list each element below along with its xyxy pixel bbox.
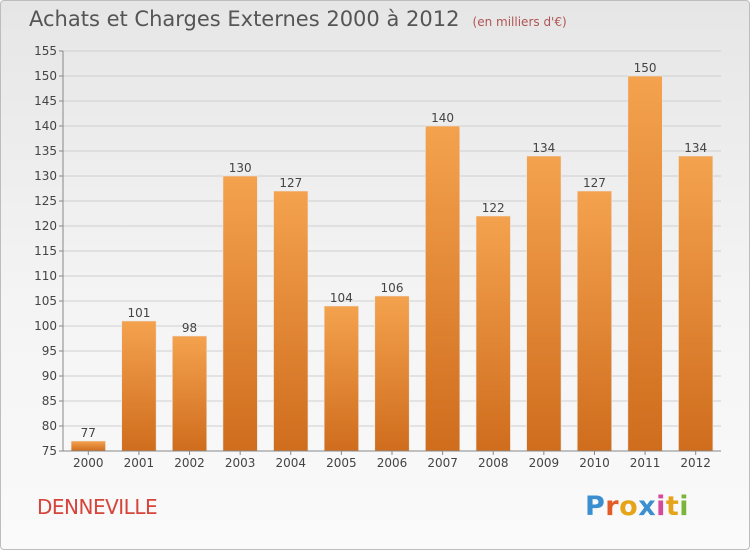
x-tick-label: 2005 (326, 456, 357, 470)
data-label: 106 (381, 281, 404, 295)
y-tick-label: 95 (42, 344, 57, 358)
x-tick-label: 2007 (427, 456, 458, 470)
bar (678, 155, 714, 452)
x-tick-label: 2010 (579, 456, 610, 470)
y-tick-label: 145 (34, 94, 57, 108)
y-tick-label: 110 (34, 269, 57, 283)
y-tick-label: 130 (34, 169, 57, 183)
logo-letter: r (605, 491, 620, 522)
bars: 77 101 98 130 127 104 106 140 122 134 127 150 134 (70, 61, 714, 452)
logo-letter: i (679, 491, 690, 522)
y-tick-label: 135 (34, 144, 57, 158)
y-tick-label: 155 (34, 44, 57, 58)
chart-unit: (en milliers d'€) (472, 15, 567, 29)
y-tick-label: 80 (42, 419, 57, 433)
data-label: 140 (431, 111, 454, 125)
bar (121, 320, 157, 452)
bar (526, 155, 562, 452)
x-tick-label: 2009 (529, 456, 560, 470)
logo-letter: x (638, 491, 657, 522)
y-tick-label: 125 (34, 194, 57, 208)
logo-letter: i (656, 491, 666, 522)
x-tick-label: 2008 (478, 456, 509, 470)
logo-letter: t (665, 491, 680, 522)
bar (172, 335, 208, 452)
bar (222, 175, 258, 452)
data-label: 77 (81, 426, 96, 440)
logo-letter: P (585, 491, 606, 522)
x-tick-label: 2006 (377, 456, 408, 470)
chart-title: Achats et Charges Externes 2000 à 2012 (29, 7, 460, 31)
y-tick-label: 75 (42, 444, 57, 458)
data-label: 104 (330, 291, 353, 305)
data-label: 134 (684, 141, 707, 155)
title-row: Achats et Charges Externes 2000 à 2012 (… (29, 7, 567, 31)
x-tick-label: 2004 (275, 456, 306, 470)
x-tick-label: 2012 (680, 456, 711, 470)
data-label: 127 (279, 176, 302, 190)
data-label: 130 (229, 161, 252, 175)
proxiti-logo: Proxiti (585, 491, 689, 522)
y-tick-label: 115 (34, 244, 57, 258)
y-tick-label: 150 (34, 69, 57, 83)
commune-name: DENNEVILLE (37, 495, 158, 519)
y-tick-label: 100 (34, 319, 57, 333)
data-label: 101 (127, 306, 150, 320)
y-tick-label: 120 (34, 219, 57, 233)
y-tick-label: 105 (34, 294, 57, 308)
y-tick-label: 85 (42, 394, 57, 408)
bar (475, 215, 511, 452)
y-tick-label: 140 (34, 119, 57, 133)
bar (374, 295, 410, 452)
bar (425, 125, 461, 452)
bar (627, 75, 663, 452)
bar (273, 190, 309, 452)
data-label: 150 (634, 61, 657, 75)
data-label: 127 (583, 176, 606, 190)
x-tick-label: 2011 (630, 456, 661, 470)
x-tick-label: 2001 (124, 456, 155, 470)
x-tick-label: 2000 (73, 456, 104, 470)
x-tick-label: 2003 (225, 456, 256, 470)
bar (576, 190, 612, 452)
x-tick-label: 2002 (174, 456, 205, 470)
logo-letter: o (619, 491, 639, 522)
data-label: 98 (182, 321, 197, 335)
bar (323, 305, 359, 452)
data-label: 134 (532, 141, 555, 155)
axes: 75 80 85 90 95 100 105 110 115 120 125 130 135 140 145… (34, 44, 721, 470)
data-label: 122 (482, 201, 505, 215)
bar (70, 440, 106, 452)
y-tick-label: 90 (42, 369, 57, 383)
